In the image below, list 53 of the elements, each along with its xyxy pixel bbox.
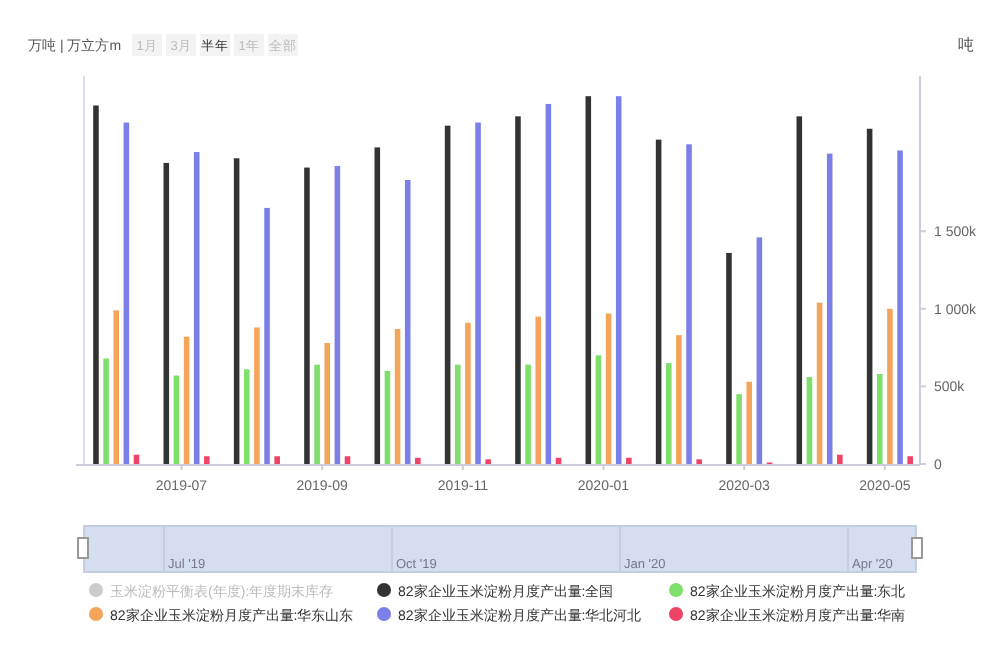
bar [163,162,170,464]
bar [595,355,602,464]
bar [103,358,109,464]
bar [736,394,742,464]
bar [866,128,873,464]
bar [444,125,451,464]
bar [535,316,542,464]
bar [233,158,240,464]
bar [686,144,692,464]
bar [655,139,662,464]
bar [545,103,552,464]
bar [324,342,331,464]
bar [887,308,893,464]
bar [806,377,813,464]
bar [304,167,310,464]
bar [384,370,391,464]
bar [113,310,120,464]
bar [394,328,401,464]
bar [837,454,843,464]
bar [876,373,883,464]
bar [475,122,481,464]
bar [454,364,461,464]
bar [344,456,351,464]
bar [243,369,250,464]
bar [334,166,341,464]
bar [374,147,381,464]
bar [123,122,130,464]
bar [264,207,270,464]
bar [525,364,531,464]
bar [796,116,803,464]
bar [726,252,732,464]
y-axis-title: 吨 [958,36,974,54]
bar [676,335,682,464]
bar [415,457,421,464]
bar [404,179,411,464]
bar [314,364,320,464]
bar [626,457,632,464]
bar [254,327,260,464]
bar [93,105,99,464]
bar [615,96,622,464]
bar [907,456,913,464]
bar [465,322,471,464]
bar [204,456,210,464]
bar [274,456,280,464]
bar [515,116,521,464]
bar [897,150,903,464]
bar [826,153,833,464]
bar [746,381,753,464]
bar [193,152,200,464]
bar [585,96,592,464]
bar [665,363,672,464]
bar [605,313,612,464]
bar [756,237,763,464]
